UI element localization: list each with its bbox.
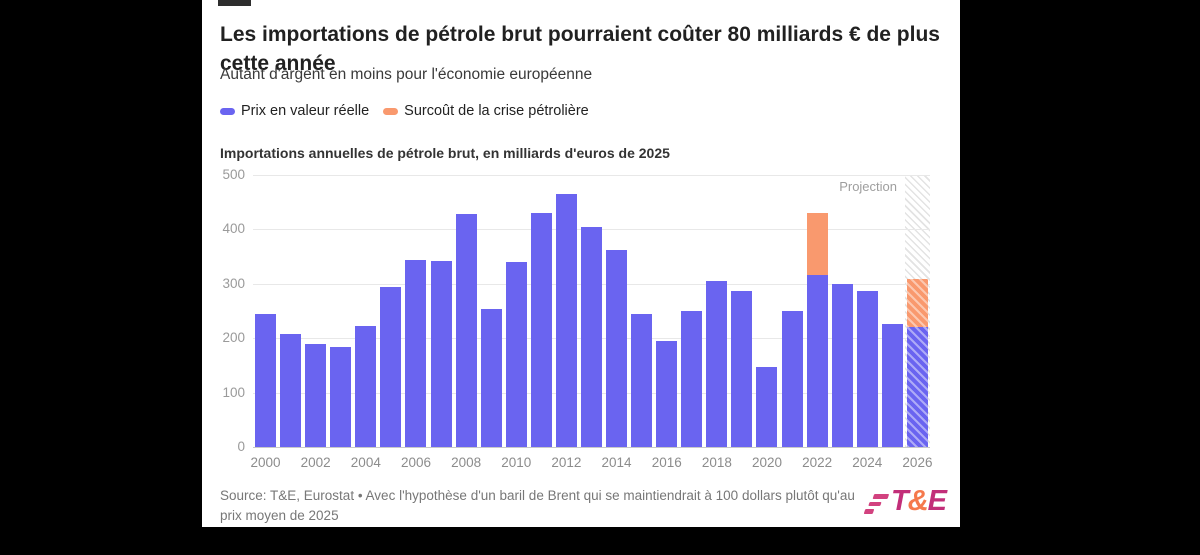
x-tick-2002: 2002 [300,455,331,470]
axis-title: Importations annuelles de pétrole brut, … [220,145,670,161]
bar-2018-real-price [706,280,728,447]
bar-2012-real-price [555,194,577,447]
x-tick-2022: 2022 [802,455,833,470]
bar-2026-real-price [906,327,928,447]
x-tick-2004: 2004 [350,455,381,470]
bar-2021-real-price [781,311,803,447]
bar-2001-real-price [280,333,302,447]
bar-2022-surcost [806,213,828,276]
y-tick-0: 0 [237,439,245,454]
x-tick-2020: 2020 [751,455,783,470]
y-tick-300: 300 [222,275,245,291]
bar-2007-real-price [430,260,452,447]
legend-swatch-blue [220,107,235,115]
chart-legend: Prix en valeur réelle Surcoût de la cris… [220,103,589,119]
x-tick-2014: 2014 [601,455,632,470]
bar-2000-real-price [255,313,276,447]
bar-2020-real-price [756,366,778,447]
bar-2016-real-price [656,340,678,447]
chart-card: Les importations de pétrole brut pourrai… [202,0,960,527]
x-tick-2006: 2006 [400,455,431,470]
source-note: Source: T&E, Eurostat • Avec l'hypothèse… [220,488,855,523]
bar-2026-surcost [906,279,928,328]
bar-2025-real-price [881,323,903,447]
x-tick-2024: 2024 [852,455,883,470]
bar-2005-real-price [380,286,402,447]
legend-item-crisis-surcost: Surcoût de la crise pétrolière [383,103,589,119]
x-tick-2000: 2000 [250,455,281,470]
top-accent-bar [218,0,251,6]
x-tick-2008: 2008 [451,455,482,470]
y-tick-200: 200 [222,330,245,346]
legend-item-real-price: Prix en valeur réelle [220,103,369,119]
bar-chart-plot-area: Projection [253,175,930,448]
y-tick-500: 500 [222,167,245,182]
chart-subtitle: Autant d'argent en moins pour l'économie… [220,66,593,83]
bar-2002-real-price [305,343,327,447]
page-title: Les importations de pétrole brut pourrai… [220,23,940,76]
bar-2004-real-price [355,326,377,447]
bar-2024-real-price [856,290,878,447]
bar-2013-real-price [580,226,602,447]
legend-label-crisis-surcost: Surcoût de la crise pétrolière [404,103,589,119]
tne-logo-dashes-icon [863,493,890,514]
x-tick-2016: 2016 [651,455,682,470]
bar-2023-real-price [831,283,853,447]
y-tick-400: 400 [222,221,245,237]
legend-label-real-price: Prix en valeur réelle [241,103,370,119]
bar-2015-real-price [631,313,653,447]
y-tick-100: 100 [222,384,245,400]
x-tick-2026: 2026 [902,455,933,470]
projection-label: Projection [839,179,897,194]
bar-2022-real-price [806,275,828,447]
tne-logo: T&E [863,485,947,517]
bar-2017-real-price [681,311,703,447]
bar-2006-real-price [405,260,427,447]
bar-2011-real-price [530,213,552,447]
x-tick-2012: 2012 [551,455,582,470]
gridline-500 [253,175,930,176]
bar-2014-real-price [606,249,628,447]
bar-2003-real-price [330,347,352,447]
bar-2019-real-price [731,290,753,447]
x-tick-2010: 2010 [501,455,532,470]
x-tick-2018: 2018 [701,455,732,470]
bar-2008-real-price [455,214,477,447]
tne-logo-text: T&E [890,485,947,517]
bar-2009-real-price [480,309,502,447]
legend-swatch-orange [383,107,399,115]
bar-2010-real-price [505,262,527,447]
